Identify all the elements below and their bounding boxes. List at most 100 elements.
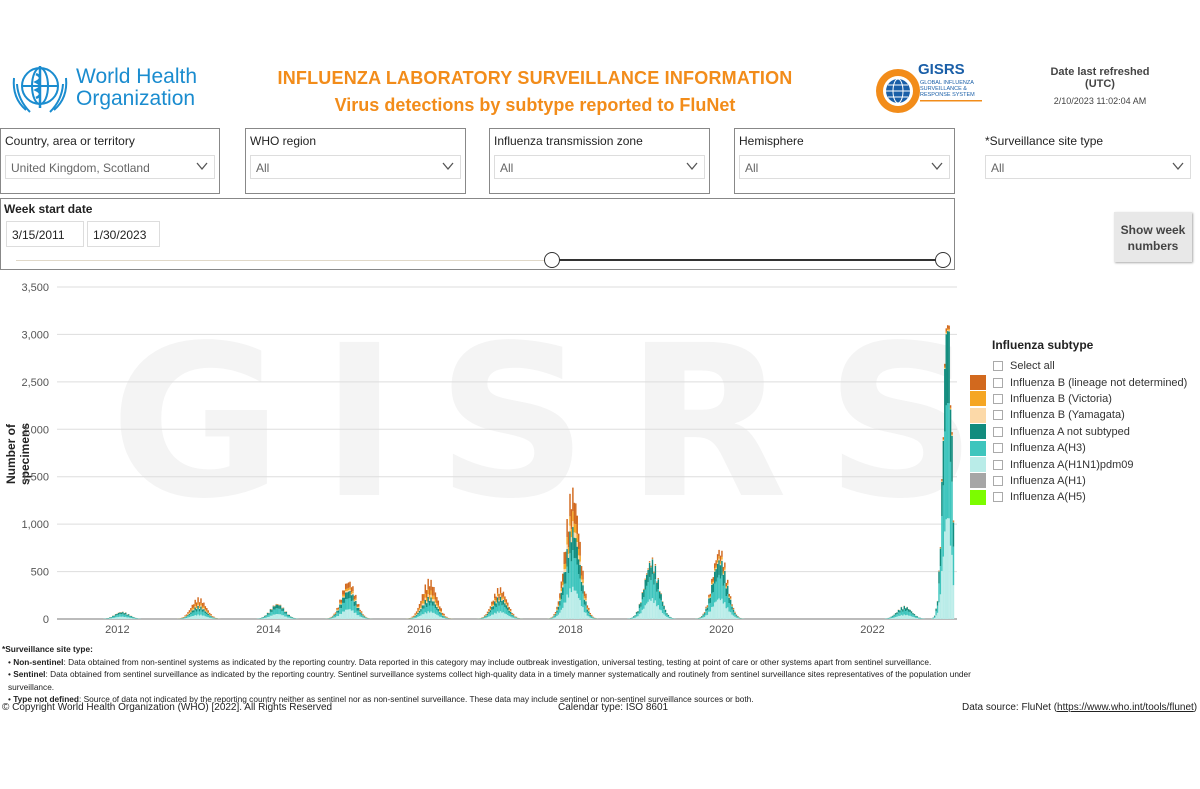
legend-item[interactable]: Influenza B (Yamagata) xyxy=(970,407,1195,423)
bar-segment xyxy=(669,618,671,619)
bar-segment xyxy=(444,617,447,619)
legend-item[interactable]: Influenza A(H1N1)pdm09 xyxy=(970,456,1195,473)
bar-segment xyxy=(353,599,356,601)
bar-segment xyxy=(949,408,952,410)
bar-segment xyxy=(495,603,497,608)
bar-segment xyxy=(893,617,895,619)
checkbox-icon[interactable] xyxy=(993,393,1003,404)
legend-item[interactable]: Influenza A not subtyped xyxy=(970,424,1195,440)
bar-segment xyxy=(564,563,567,569)
bar-segment xyxy=(440,611,442,613)
legend-item[interactable]: Influenza B (Victoria) xyxy=(970,391,1195,407)
checkbox-icon[interactable] xyxy=(993,410,1003,421)
legend-item[interactable]: Influenza B (lineage not determined) xyxy=(970,374,1195,391)
bar-segment xyxy=(350,593,353,596)
bar-segment xyxy=(727,594,729,608)
bar-segment xyxy=(638,613,641,619)
bar-segment xyxy=(705,606,707,608)
who-region-select[interactable]: All xyxy=(250,155,461,179)
checkbox-icon[interactable] xyxy=(993,443,1003,454)
bar-segment xyxy=(915,617,917,619)
bar-segment xyxy=(559,593,561,598)
legend-item[interactable]: Influenza A(H5) xyxy=(970,489,1195,505)
bar-segment xyxy=(658,591,661,599)
legend-item[interactable]: Influenza A(H1) xyxy=(970,473,1195,489)
bar-segment xyxy=(577,574,580,599)
bar-segment xyxy=(210,616,212,617)
flunet-link[interactable]: https://www.who.int/tools/flunet xyxy=(1057,702,1194,713)
bar-segment xyxy=(580,579,583,582)
filter-value: All xyxy=(256,161,270,175)
bar-segment xyxy=(412,618,415,619)
bar-segment xyxy=(575,532,577,539)
bar-segment xyxy=(360,613,363,615)
bar-segment xyxy=(647,601,649,619)
data-source: Data source: FluNet (https://www.who.int… xyxy=(962,702,1197,713)
bar-segment xyxy=(426,603,428,608)
checkbox-icon[interactable] xyxy=(993,459,1003,470)
bar-segment xyxy=(439,613,441,617)
checkbox-icon[interactable] xyxy=(993,492,1003,503)
bar-segment xyxy=(715,567,717,570)
bar-segment xyxy=(905,615,907,619)
bar-segment xyxy=(579,578,581,601)
bar-segment xyxy=(711,578,713,583)
checkbox-icon[interactable] xyxy=(993,426,1003,437)
x-tick-label: 2018 xyxy=(558,624,582,636)
bar-segment xyxy=(562,573,564,582)
bar-segment xyxy=(576,542,578,547)
bar-segment xyxy=(586,607,589,609)
checkbox-icon[interactable] xyxy=(993,475,1003,486)
slider-end-handle[interactable] xyxy=(935,252,951,268)
bar-segment xyxy=(583,612,586,619)
slider-start-handle[interactable] xyxy=(544,252,560,268)
bar-segment xyxy=(126,617,128,619)
bar-segment xyxy=(343,594,345,597)
bar-segment xyxy=(569,531,571,554)
hemisphere-select[interactable]: All xyxy=(739,155,950,179)
bar-segment xyxy=(935,608,937,612)
end-date-input[interactable]: 1/30/2023 xyxy=(87,221,160,247)
bar-segment xyxy=(705,608,707,612)
bar-segment xyxy=(185,616,188,619)
country-select[interactable]: United Kingdom, Scotland xyxy=(5,155,215,179)
bar-segment xyxy=(635,612,638,614)
legend-item[interactable]: Influenza A(H3) xyxy=(970,440,1195,456)
transmission-zone-select[interactable]: All xyxy=(494,155,705,179)
checkbox-icon[interactable] xyxy=(993,361,1003,372)
bar-segment xyxy=(507,610,509,615)
bar-segment xyxy=(276,604,279,609)
legend-select-all[interactable]: Select all xyxy=(970,358,1195,374)
bar-segment xyxy=(945,334,947,406)
bar-segment xyxy=(421,614,424,619)
bar-segment xyxy=(352,610,354,619)
checkbox-icon[interactable] xyxy=(993,377,1003,388)
bar-segment xyxy=(439,616,441,619)
x-tick-label: 2012 xyxy=(105,624,129,636)
gisrs-watermark: GISRS xyxy=(110,300,1015,545)
start-date-input[interactable]: 3/15/2011 xyxy=(6,221,84,247)
site-type-select[interactable]: All xyxy=(985,155,1191,179)
bar-segment xyxy=(577,555,580,560)
bar-segment xyxy=(563,564,565,570)
bar-segment xyxy=(656,582,658,592)
bar-segment xyxy=(939,566,942,595)
bar-segment xyxy=(577,598,580,619)
bar-segment xyxy=(340,603,343,605)
bar-segment xyxy=(195,608,198,610)
bar-segment xyxy=(203,602,205,607)
bar-segment xyxy=(712,577,714,581)
bar-segment xyxy=(122,612,124,614)
bar-segment xyxy=(899,616,901,619)
bar-segment xyxy=(494,600,496,602)
bar-segment xyxy=(507,614,509,619)
bar-segment xyxy=(564,583,567,603)
show-week-numbers-button[interactable]: Show week numbers xyxy=(1114,212,1192,262)
bar-segment xyxy=(491,601,493,605)
bar-segment xyxy=(891,615,894,617)
bar-segment xyxy=(353,605,356,613)
bar-segment xyxy=(340,604,343,609)
bar-segment xyxy=(708,597,710,599)
bar-segment xyxy=(512,616,515,618)
bar-segment xyxy=(439,606,441,610)
